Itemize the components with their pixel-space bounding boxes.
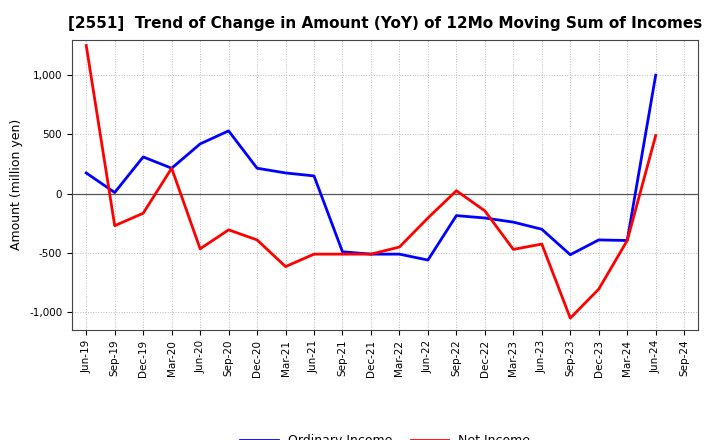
Net Income [225,227,233,232]
Net Income [82,43,91,48]
Ordinary Income [82,170,91,176]
Y-axis label: Amount (million yen): Amount (million yen) [11,119,24,250]
Title: [2551]  Trend of Change in Amount (YoY) of 12Mo Moving Sum of Incomes: [2551] Trend of Change in Amount (YoY) o… [68,16,702,32]
Net Income [338,252,347,257]
Ordinary Income [566,252,575,257]
Net Income [196,246,204,251]
Net Income [139,211,148,216]
Net Income [253,237,261,242]
Ordinary Income [395,252,404,257]
Ordinary Income [452,213,461,218]
Legend: Ordinary Income, Net Income: Ordinary Income, Net Income [235,429,535,440]
Net Income [395,244,404,249]
Net Income [509,247,518,252]
Net Income [566,315,575,321]
Net Income [110,223,119,228]
Ordinary Income [253,165,261,171]
Ordinary Income [310,173,318,179]
Ordinary Income [139,154,148,160]
Net Income [623,238,631,243]
Ordinary Income [366,252,375,257]
Net Income [595,286,603,292]
Net Income [537,242,546,247]
Net Income [480,208,489,213]
Ordinary Income [623,238,631,243]
Ordinary Income [225,128,233,133]
Ordinary Income [509,220,518,225]
Ordinary Income [537,227,546,232]
Net Income [282,264,290,269]
Ordinary Income [480,215,489,220]
Net Income [423,215,432,220]
Net Income [366,252,375,257]
Ordinary Income [595,237,603,242]
Ordinary Income [282,170,290,176]
Net Income [652,133,660,138]
Ordinary Income [652,73,660,78]
Ordinary Income [110,190,119,195]
Ordinary Income [338,249,347,254]
Ordinary Income [167,165,176,171]
Line: Net Income: Net Income [86,45,656,318]
Line: Ordinary Income: Ordinary Income [86,75,656,260]
Ordinary Income [423,257,432,263]
Ordinary Income [196,141,204,147]
Net Income [167,165,176,171]
Net Income [310,252,318,257]
Net Income [452,188,461,193]
